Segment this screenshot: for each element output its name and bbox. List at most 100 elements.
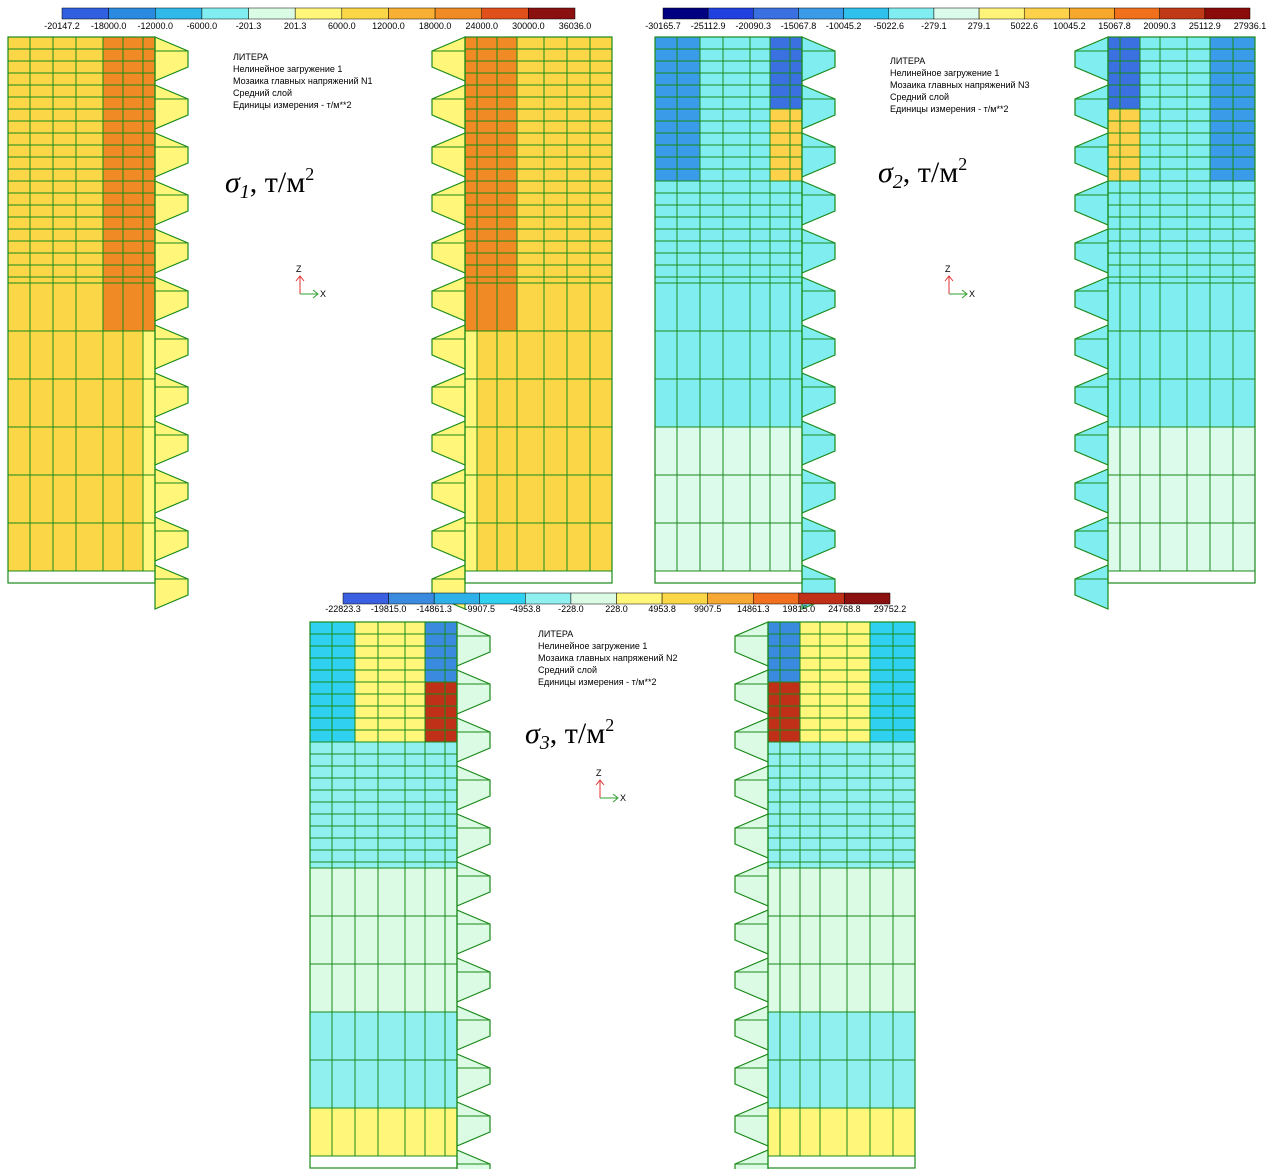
- mesh-cell: [590, 253, 612, 265]
- mesh-cell: [445, 862, 457, 868]
- mesh-cell: [1210, 85, 1233, 97]
- legend-swatch: [155, 8, 202, 19]
- mesh-cell: [425, 916, 445, 964]
- mesh-cell: [53, 157, 76, 169]
- mesh-cell: [790, 205, 802, 217]
- mesh-cell: [497, 73, 517, 85]
- mesh-cell: [517, 265, 544, 277]
- mesh-cell: [1140, 109, 1160, 121]
- mesh-cell: [378, 826, 405, 838]
- mesh-cell: [820, 754, 847, 766]
- mesh-cell: [820, 826, 847, 838]
- mesh-cell: [465, 241, 477, 253]
- mesh-cell: [768, 850, 780, 862]
- mesh-cell: [770, 217, 790, 229]
- legend-swatch: [844, 593, 890, 604]
- mesh-cell: [1160, 253, 1187, 265]
- mesh-cell: [1160, 133, 1187, 145]
- mesh-cell: [677, 379, 700, 427]
- mesh-cell: [76, 49, 103, 61]
- mesh-cell: [820, 1108, 847, 1156]
- mesh-cell: [544, 217, 567, 229]
- mesh-cell: [780, 658, 800, 670]
- mesh-cell: [820, 670, 847, 682]
- mesh-cell: [567, 241, 590, 253]
- mesh-cell: [8, 427, 30, 475]
- mesh-cell: [517, 145, 544, 157]
- mesh-cell: [1108, 205, 1120, 217]
- mesh-cell: [103, 205, 123, 217]
- mesh-cell: [1210, 145, 1233, 157]
- mesh-cell: [820, 646, 847, 658]
- info-line: Мозаика главных напряжений N3: [890, 80, 1030, 90]
- mesh-cell: [655, 283, 677, 331]
- mesh-cell: [53, 85, 76, 97]
- mesh-cell: [723, 379, 750, 427]
- mesh-cell: [30, 61, 53, 73]
- mesh-cell: [1140, 85, 1160, 97]
- mesh-cell: [870, 1060, 893, 1108]
- mesh-cell: [700, 109, 723, 121]
- legend-label: -25112.9: [691, 21, 726, 31]
- mesh-cell: [1187, 145, 1210, 157]
- mesh-cell: [405, 1060, 425, 1108]
- mesh-cell: [123, 229, 143, 241]
- mesh-cell: [870, 622, 893, 634]
- mesh-cell: [1108, 121, 1120, 133]
- mesh-cell: [30, 37, 53, 49]
- mesh-cell: [847, 1108, 870, 1156]
- legend-label: -14861.3: [416, 604, 452, 614]
- mesh-cell: [143, 121, 155, 133]
- mesh-cell: [355, 730, 378, 742]
- mesh-cell: [1210, 331, 1233, 379]
- mesh-cell: [870, 790, 893, 802]
- mesh-cell: [310, 694, 332, 706]
- mesh-cell: [567, 523, 590, 571]
- mesh-cell: [790, 427, 802, 475]
- mesh-cell: [1140, 157, 1160, 169]
- mesh-cell: [30, 229, 53, 241]
- mesh-cell: [378, 670, 405, 682]
- mesh-cell: [332, 1012, 355, 1060]
- mesh-cell: [355, 694, 378, 706]
- mesh-cell: [425, 826, 445, 838]
- mesh-cell: [790, 283, 802, 331]
- mesh-cell: [465, 427, 477, 475]
- mesh-cell: [590, 169, 612, 181]
- mesh-cell: [800, 826, 820, 838]
- mesh-cell: [800, 718, 820, 730]
- mesh-cell: [677, 97, 700, 109]
- mesh-cell: [497, 85, 517, 97]
- mesh-cell: [750, 217, 770, 229]
- mesh-cell: [1140, 181, 1160, 193]
- mesh-cell: [780, 790, 800, 802]
- mesh-cell: [768, 646, 780, 658]
- mesh-cell: [847, 964, 870, 1012]
- mesh-cell: [477, 331, 497, 379]
- mesh-cell: [76, 85, 103, 97]
- mesh-cell: [465, 277, 477, 283]
- mesh-cell: [53, 265, 76, 277]
- mesh-cell: [517, 61, 544, 73]
- legend-label: -19815.0: [371, 604, 407, 614]
- mesh-cell: [1140, 61, 1160, 73]
- mesh-cell: [1120, 229, 1140, 241]
- mesh-cell: [1210, 73, 1233, 85]
- mesh-cell: [76, 283, 103, 331]
- mesh-cell: [103, 61, 123, 73]
- mesh-cell: [355, 838, 378, 850]
- mesh-cell: [405, 778, 425, 790]
- axis-x-label: X: [969, 289, 975, 299]
- mesh-cell: [1210, 109, 1233, 121]
- mesh-cell: [1108, 193, 1120, 205]
- mesh-cell: [355, 766, 378, 778]
- mesh-cell: [770, 523, 790, 571]
- mesh-cell: [790, 157, 802, 169]
- mesh-cell: [477, 169, 497, 181]
- mesh-cell: [378, 754, 405, 766]
- mesh-cell: [723, 145, 750, 157]
- mesh-cell: [1120, 85, 1140, 97]
- mesh-cell: [445, 622, 457, 634]
- mesh-cell: [567, 205, 590, 217]
- mesh-cell: [477, 253, 497, 265]
